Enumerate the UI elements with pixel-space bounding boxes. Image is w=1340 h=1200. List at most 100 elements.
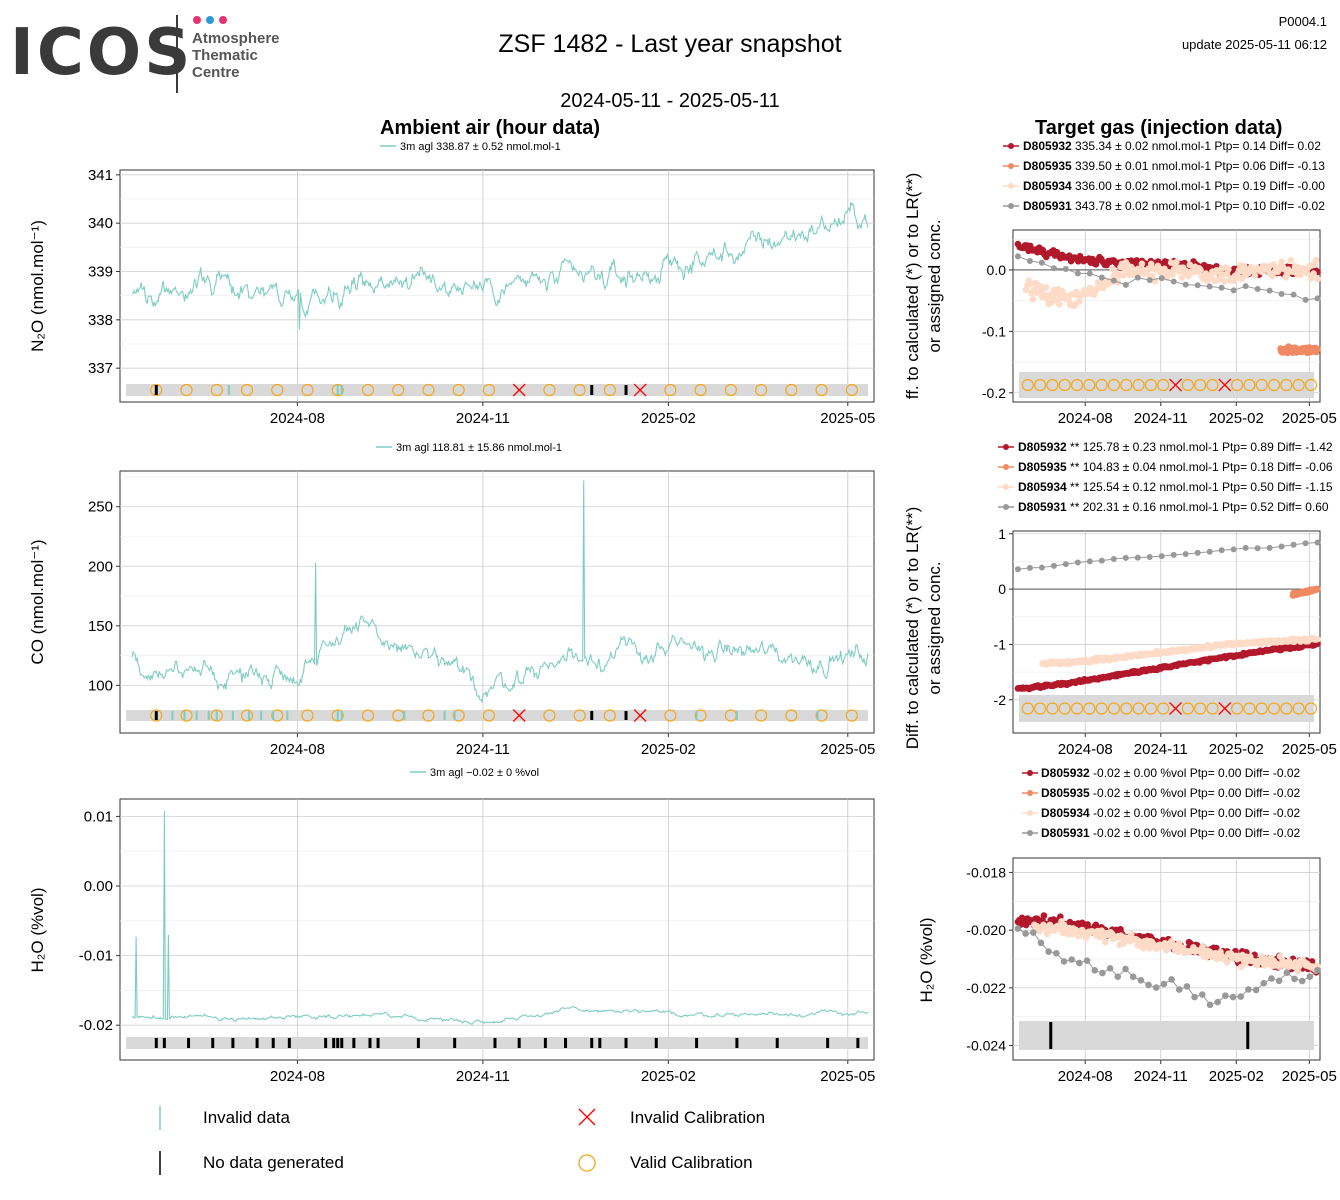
target-legend-text: D805934 336.00 ± 0.02 nmol.mol-1 Ptp= 0.…	[1023, 179, 1325, 193]
valid-calibration-marker	[1267, 378, 1281, 392]
valid-calibration-marker	[1046, 702, 1059, 715]
valid-calibration-marker	[392, 383, 405, 397]
x-tick-label: 2025-02	[1209, 1068, 1264, 1085]
invalid-data-marker	[248, 711, 251, 720]
legend-symbols-right	[578, 1108, 596, 1172]
valid-calibration-marker	[664, 383, 677, 397]
target-point	[1291, 975, 1298, 983]
calibration-band	[126, 1037, 868, 1049]
ambient-series-line	[131, 480, 869, 704]
valid-calibration-marker	[1280, 702, 1293, 715]
date-range: 2024-05-11 - 2025-05-11	[560, 90, 780, 112]
valid-calibration-marker	[1194, 378, 1207, 392]
x-tick-label: 2024-08	[1058, 410, 1113, 427]
valid-calibration-marker	[271, 383, 284, 397]
ambient-n2o-panel: 337 338 339 340 341 2024-08 2024-11 2025-02 2025…	[88, 167, 875, 427]
no-data-marker	[1049, 1022, 1053, 1049]
no-data-marker	[695, 1038, 699, 1048]
target-point	[1296, 962, 1303, 970]
invalid-data-marker	[227, 385, 230, 395]
logo-subtitle: Atmosphere Thematic Centre	[192, 30, 280, 81]
x-tick-label: 2025-02	[641, 1068, 696, 1085]
valid-calibration-marker	[845, 383, 858, 397]
x-tick-label: 2024-08	[1058, 741, 1113, 758]
target-legend-text: D805934 -0.02 ± 0.00 %vol Ptp= 0.00 Diff…	[1041, 806, 1301, 820]
valid-calibration-marker	[755, 709, 768, 722]
valid-calibration-marker	[1267, 702, 1281, 715]
x-tick-label: 2025-02	[1209, 741, 1264, 758]
target-series-D805934	[1039, 634, 1321, 668]
target-co-panel: 1 0 -1 -2 2024-08 2024-11 2025-02 2025-05	[994, 526, 1337, 758]
target-point	[1191, 993, 1198, 1001]
target-point	[1260, 979, 1268, 987]
invalid-data-marker	[336, 385, 339, 395]
target-point	[1287, 256, 1295, 264]
valid-cal-symbol	[578, 1154, 596, 1172]
invalid-data-marker	[735, 711, 738, 720]
icos-logo-text: ICOS	[10, 16, 194, 90]
x-tick-label: 2025-02	[1209, 410, 1264, 427]
target-series-D805935	[1277, 343, 1321, 357]
valid-calibration-marker	[1070, 378, 1084, 392]
invalid-data-marker	[340, 711, 343, 720]
x-tick-label: 2024-11	[1134, 741, 1188, 758]
valid-calibration-marker	[543, 709, 556, 722]
valid-calibration-marker	[271, 709, 284, 722]
ambient-n2o-panel-minor-grid	[120, 198, 874, 345]
x-tick-label: 2024-11	[1134, 410, 1188, 427]
valid-calibration-marker	[1132, 378, 1145, 392]
y-tick-label: -1	[994, 636, 1007, 652]
no-data-marker	[453, 1038, 457, 1048]
x-tick-label: 2025-02	[641, 410, 696, 427]
x-tick-label: 2025-05	[1282, 1068, 1337, 1085]
y-tick-label: 0.0	[987, 262, 1007, 278]
ambient-h2o-panel: 0.01 0.00 -0.01 -0.02 2024-08 2024-11 2025-02 2…	[79, 798, 875, 1085]
valid-calibration-marker	[694, 709, 707, 722]
y-tick-label: 0	[998, 581, 1006, 597]
calibration-band	[1019, 372, 1314, 398]
valid-calibration-marker	[664, 709, 677, 722]
valid-calibration-marker	[573, 383, 586, 397]
target-series-D805934	[1022, 256, 1321, 310]
valid-calibration-marker	[1083, 378, 1096, 392]
target-point	[1312, 256, 1320, 264]
target-series-D805931	[1014, 539, 1321, 573]
valid-calibration-marker	[301, 383, 314, 397]
valid-calibration-marker	[361, 383, 375, 397]
valid-calibration-marker	[1120, 378, 1133, 392]
x-tick-label: 2025-02	[641, 741, 696, 758]
y-tick-label: 200	[88, 558, 113, 575]
svg-text:ff. to calculated (*) or to LR: ff. to calculated (*) or to LR(**)	[903, 173, 922, 399]
x-tick-label: 2025-05	[820, 1068, 875, 1085]
valid-calibration-marker	[422, 383, 435, 397]
ambient-legend-text: 3m agl 118.81 ± 15.86 nmol.mol-1	[396, 442, 562, 454]
target-h2o-panel: -0.018 -0.020 -0.022 -0.024 2024-08 2024-11 20…	[966, 857, 1337, 1085]
x-tick-label: 2024-11	[456, 741, 510, 758]
target-point	[1138, 260, 1146, 268]
no-data-marker	[187, 1038, 191, 1048]
valid-calibration-marker	[1144, 702, 1158, 715]
target-point	[1223, 959, 1231, 966]
target-point	[1186, 261, 1194, 269]
valid-calibration-marker	[1033, 378, 1047, 392]
logo-subtitle-line-3: Centre	[192, 64, 240, 81]
valid-calibration-marker	[1132, 702, 1145, 715]
no-data-marker	[332, 1038, 336, 1048]
invalid-data-marker	[215, 711, 218, 720]
target-legend-text: D805935 -0.02 ± 0.00 %vol Ptp= 0.00 Diff…	[1041, 786, 1301, 800]
target-point	[1203, 953, 1210, 961]
ambient-h2o-panel-grid	[120, 799, 874, 1060]
target-legend-text: D805931 ** 202.31 ± 0.16 nmol.mol-1 Ptp=…	[1018, 500, 1329, 514]
target-point	[1298, 977, 1306, 985]
product-code: P0004.1	[1278, 14, 1327, 29]
y-tick-label: -2	[994, 692, 1007, 708]
valid-calibration-marker	[1230, 702, 1244, 715]
target-legend-text: D805932 ** 125.78 ± 0.23 nmol.mol-1 Ptp=…	[1018, 440, 1333, 454]
y-tick-label: 338	[88, 312, 113, 329]
target-point	[1314, 345, 1321, 353]
target-co-panel-minor-grid	[1013, 561, 1320, 673]
valid-calibration-marker	[1083, 702, 1096, 715]
ambient-series-line	[131, 202, 869, 330]
ambient-co-panel: 100 150 200 250 2024-08 2024-11 2025-02 2025-05	[88, 470, 875, 758]
